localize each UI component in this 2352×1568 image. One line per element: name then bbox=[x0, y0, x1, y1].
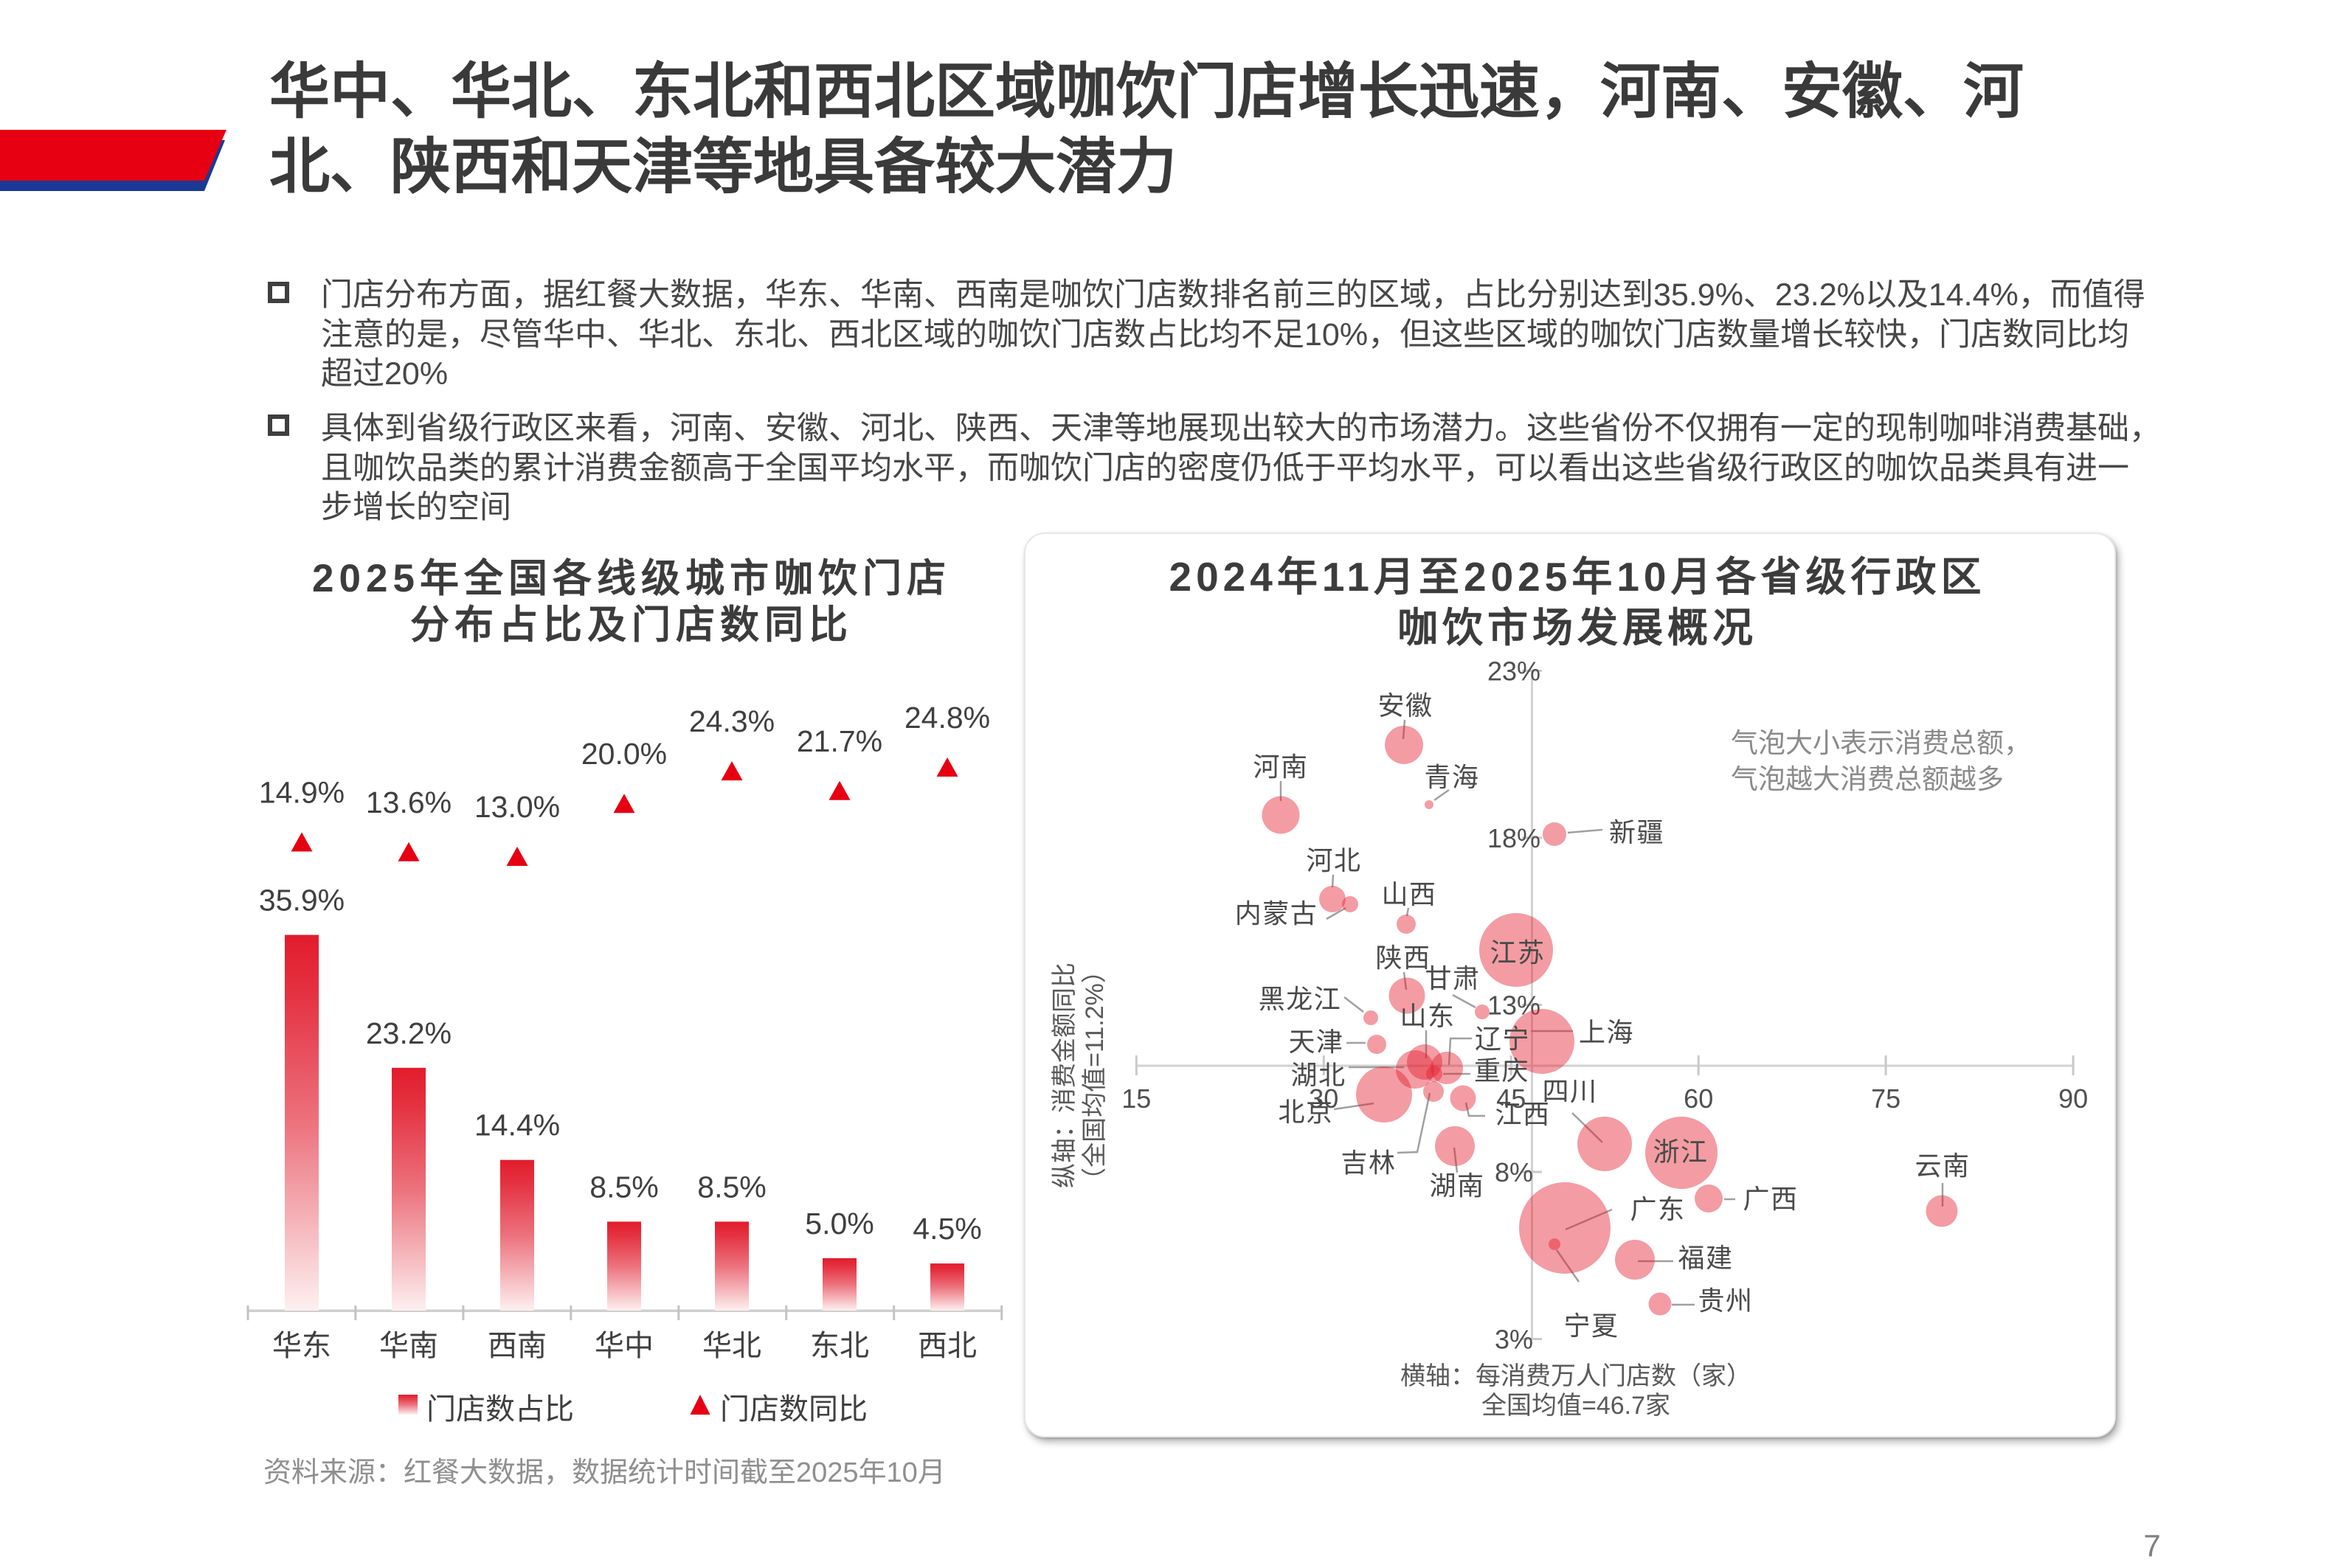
svg-text:35.9%: 35.9% bbox=[259, 884, 345, 917]
svg-text:华北: 华北 bbox=[702, 1330, 761, 1362]
svg-text:30: 30 bbox=[1309, 1083, 1338, 1114]
svg-text:资料来源：红餐大数据，数据统计时间截至2025年10月: 资料来源：红餐大数据，数据统计时间截至2025年10月 bbox=[263, 1457, 946, 1488]
svg-text:山西: 山西 bbox=[1381, 879, 1436, 909]
svg-text:陕西: 陕西 bbox=[1375, 943, 1431, 973]
svg-text:全国均值=46.7家: 全国均值=46.7家 bbox=[1481, 1392, 1670, 1420]
svg-text:24.3%: 24.3% bbox=[689, 704, 775, 738]
svg-text:3%: 3% bbox=[1495, 1325, 1533, 1355]
svg-text:浙江: 浙江 bbox=[1653, 1137, 1708, 1167]
svg-text:内蒙古: 内蒙古 bbox=[1235, 898, 1318, 929]
svg-text:华南: 华南 bbox=[379, 1330, 438, 1362]
svg-text:安徽: 安徽 bbox=[1377, 690, 1433, 721]
svg-text:河南: 河南 bbox=[1253, 752, 1308, 782]
svg-text:贵州: 贵州 bbox=[1698, 1286, 1753, 1316]
svg-text:西北: 西北 bbox=[918, 1330, 977, 1362]
svg-text:23%: 23% bbox=[1487, 656, 1540, 687]
svg-text:60: 60 bbox=[1684, 1083, 1713, 1114]
svg-text:湖北: 湖北 bbox=[1290, 1060, 1346, 1090]
svg-text:广东: 广东 bbox=[1630, 1194, 1685, 1224]
svg-text:气泡越大消费总额越多: 气泡越大消费总额越多 bbox=[1731, 764, 2004, 794]
svg-text:上海: 上海 bbox=[1579, 1017, 1634, 1047]
svg-text:门店数同比: 门店数同比 bbox=[720, 1393, 868, 1426]
svg-text:纵轴：消费金额同比: 纵轴：消费金额同比 bbox=[1051, 962, 1079, 1188]
svg-text:5.0%: 5.0% bbox=[805, 1207, 874, 1241]
svg-text:广西: 广西 bbox=[1743, 1184, 1798, 1214]
svg-text:75: 75 bbox=[1871, 1083, 1900, 1114]
svg-text:4.5%: 4.5% bbox=[913, 1212, 981, 1246]
svg-text:四川: 四川 bbox=[1542, 1076, 1597, 1106]
svg-text:门店数占比: 门店数占比 bbox=[426, 1393, 574, 1426]
svg-text:江西: 江西 bbox=[1495, 1099, 1550, 1129]
svg-text:90: 90 bbox=[2058, 1083, 2088, 1114]
svg-text:福建: 福建 bbox=[1678, 1243, 1733, 1273]
svg-text:华东: 华东 bbox=[272, 1330, 331, 1362]
svg-text:气泡大小表示消费总额，: 气泡大小表示消费总额， bbox=[1731, 728, 2031, 758]
svg-text:14.4%: 14.4% bbox=[474, 1109, 560, 1142]
svg-text:20.0%: 20.0% bbox=[581, 737, 667, 771]
svg-text:天津: 天津 bbox=[1288, 1027, 1343, 1057]
svg-text:15: 15 bbox=[1121, 1083, 1151, 1114]
svg-text:13.0%: 13.0% bbox=[474, 790, 560, 824]
svg-text:45: 45 bbox=[1496, 1083, 1526, 1114]
svg-text:7: 7 bbox=[2143, 1528, 2160, 1563]
svg-text:宁夏: 宁夏 bbox=[1563, 1311, 1619, 1341]
svg-text:8.5%: 8.5% bbox=[589, 1170, 658, 1204]
svg-text:21.7%: 21.7% bbox=[797, 724, 882, 758]
svg-text:重庆: 重庆 bbox=[1474, 1055, 1529, 1086]
svg-text:华中: 华中 bbox=[595, 1330, 654, 1362]
svg-text:山东: 山东 bbox=[1400, 1001, 1455, 1031]
svg-text:23.2%: 23.2% bbox=[366, 1016, 452, 1050]
svg-text:24.8%: 24.8% bbox=[905, 701, 990, 735]
svg-text:青海: 青海 bbox=[1424, 762, 1479, 792]
svg-text:分布占比及门店数同比: 分布占比及门店数同比 bbox=[410, 603, 853, 647]
svg-text:2024年11月至2025年10月各省级行政区: 2024年11月至2025年10月各省级行政区 bbox=[1169, 554, 1985, 600]
svg-text:北京: 北京 bbox=[1278, 1097, 1333, 1127]
svg-text:横轴：每消费万人门店数（家）: 横轴：每消费万人门店数（家） bbox=[1400, 1362, 1751, 1390]
svg-text:吉林: 吉林 bbox=[1341, 1148, 1396, 1178]
svg-text:辽宁: 辽宁 bbox=[1475, 1024, 1530, 1054]
svg-text:咖饮市场发展概况: 咖饮市场发展概况 bbox=[1397, 605, 1757, 651]
svg-text:江苏: 江苏 bbox=[1490, 937, 1545, 968]
svg-text:8%: 8% bbox=[1495, 1157, 1533, 1187]
svg-text:13.6%: 13.6% bbox=[366, 785, 452, 819]
svg-text:黑龙江: 黑龙江 bbox=[1259, 984, 1342, 1014]
svg-text:湖南: 湖南 bbox=[1429, 1170, 1484, 1201]
svg-text:14.9%: 14.9% bbox=[259, 776, 345, 810]
svg-text:西南: 西南 bbox=[488, 1330, 547, 1362]
svg-text:甘肃: 甘肃 bbox=[1425, 963, 1480, 993]
svg-text:18%: 18% bbox=[1487, 823, 1540, 853]
svg-text:13%: 13% bbox=[1487, 991, 1540, 1021]
svg-text:河北: 河北 bbox=[1306, 845, 1361, 875]
svg-text:2025年全国各线级城市咖饮门店: 2025年全国各线级城市咖饮门店 bbox=[312, 556, 951, 600]
svg-text:云南: 云南 bbox=[1915, 1151, 1970, 1181]
svg-text:8.5%: 8.5% bbox=[697, 1170, 766, 1204]
svg-text:（全国均值=11.2%）: （全国均值=11.2%） bbox=[1081, 958, 1109, 1193]
svg-text:东北: 东北 bbox=[810, 1330, 869, 1362]
svg-text:新疆: 新疆 bbox=[1609, 817, 1664, 847]
